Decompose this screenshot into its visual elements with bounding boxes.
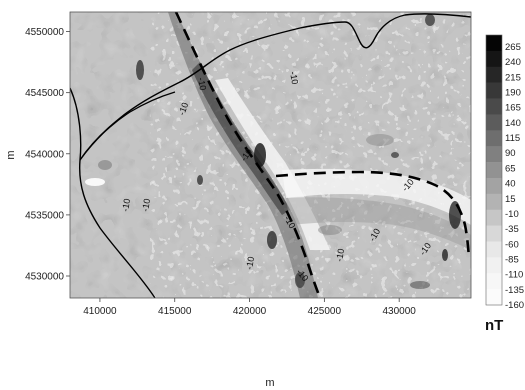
colorbar-swatch xyxy=(486,273,502,290)
contour-label: -10 xyxy=(120,198,132,213)
colorbar-level-label: 165 xyxy=(505,103,521,114)
map-frame xyxy=(69,11,472,299)
ew-fault-light-band xyxy=(282,168,471,225)
boundary-line-inner xyxy=(79,91,176,161)
y-axis: 4530000 4535000 4540000 4545000 4550000 xyxy=(25,27,70,283)
ew-fault-gray-band xyxy=(286,197,471,250)
colorbar-unit-label: nT xyxy=(485,317,503,334)
colorbar-level-label: 115 xyxy=(505,133,520,144)
colorbar-swatch xyxy=(486,289,502,306)
colorbar-level-label: 65 xyxy=(505,163,516,174)
colorbar-swatch xyxy=(486,241,502,258)
x-tick-label: 420000 xyxy=(233,306,267,317)
x-axis: 410000 415000 420000 425000 430000 xyxy=(83,298,416,317)
y-tick-label: 4540000 xyxy=(25,149,64,160)
fault-light-band xyxy=(215,78,330,250)
contour-label: -10 xyxy=(140,198,152,213)
colorbar-swatch xyxy=(486,35,502,52)
y-tick-label: 4530000 xyxy=(25,272,64,283)
colorbar-swatch xyxy=(486,225,502,242)
x-axis-label: m xyxy=(265,377,274,389)
y-axis-label: m xyxy=(5,150,17,159)
x-tick-label: 430000 xyxy=(382,306,416,317)
x-tick-label: 425000 xyxy=(308,306,342,317)
colorbar-level-label: 40 xyxy=(505,179,516,190)
colorbar-swatch xyxy=(486,162,502,179)
colorbar-level-label: 240 xyxy=(505,57,521,68)
boundary-line-north xyxy=(79,13,471,161)
colorbar-swatch xyxy=(486,114,502,131)
colorbar-level-label: 190 xyxy=(505,88,521,99)
anomaly-specks xyxy=(150,12,471,298)
colorbar-swatch xyxy=(486,193,502,211)
colorbar-swatch xyxy=(486,130,502,147)
colorbar-level-label: -135 xyxy=(505,285,524,296)
contour-label: -10 xyxy=(334,248,346,263)
contour-label: -10 xyxy=(196,77,208,92)
colorbar-level-label: -160 xyxy=(505,300,524,311)
y-tick-label: 4535000 xyxy=(25,210,64,221)
y-tick-label: 4550000 xyxy=(25,27,64,38)
colorbar-swatch xyxy=(486,66,502,83)
colorbar-level-label: -10 xyxy=(505,209,519,220)
colorbar-swatch xyxy=(486,82,502,99)
colorbar-frame xyxy=(485,34,503,306)
colorbar-level-label: -60 xyxy=(505,239,519,250)
colorbar-level-label: 15 xyxy=(505,194,516,205)
contour-label: -10 xyxy=(176,101,190,117)
colorbar: 265 240 215 190 165 140 115 90 65 40 15 -10 -35 -60 -8… xyxy=(485,34,524,311)
anomaly-blob xyxy=(136,60,144,80)
colorbar-swatch xyxy=(486,50,502,68)
colorbar-level-label: -35 xyxy=(505,224,519,235)
colorbar-swatch xyxy=(486,98,502,115)
colorbar-level-label: 215 xyxy=(505,72,521,83)
colorbar-swatch xyxy=(486,209,502,226)
colorbar-level-label: -110 xyxy=(505,270,523,281)
colorbar-level-label: -85 xyxy=(505,254,519,265)
boundary-line-west xyxy=(70,87,156,298)
x-tick-label: 410000 xyxy=(83,306,117,317)
colorbar-swatch xyxy=(486,257,502,274)
colorbar-swatch xyxy=(486,146,502,163)
colorbar-level-label: 265 xyxy=(505,42,521,53)
fault-line-e-w xyxy=(275,170,471,259)
colorbar-level-label: 90 xyxy=(505,148,516,159)
fault-line-nw-se xyxy=(174,12,322,298)
colorbar-level-label: 140 xyxy=(505,118,521,129)
y-tick-label: 4545000 xyxy=(25,88,64,99)
map-plot-area: -10 -10 -10 -10 -10 -10 -10 -10 -10 -10 … xyxy=(70,12,471,298)
colorbar-swatch xyxy=(486,177,502,195)
contour-label: -10 xyxy=(288,71,300,86)
x-tick-label: 415000 xyxy=(158,306,192,317)
contour-label: -10 xyxy=(244,256,256,271)
